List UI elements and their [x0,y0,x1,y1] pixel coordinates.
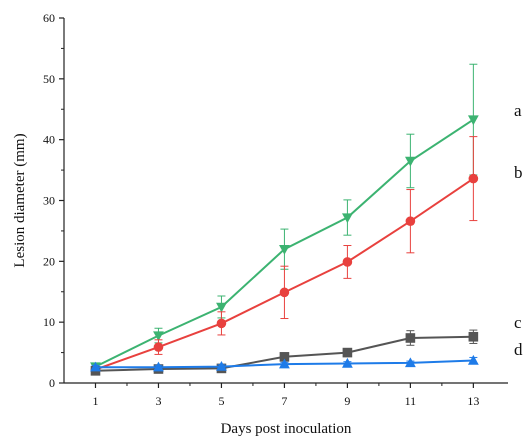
data-point [153,342,164,352]
data-point [468,173,479,184]
y-tick-label: 0 [49,376,55,390]
y-tick-label: 20 [43,254,55,268]
data-point [405,333,416,343]
data-point [279,358,290,369]
y-tick-label: 10 [43,315,55,329]
y-tick-label: 40 [43,133,55,147]
data-point [342,257,353,267]
data-point [404,156,416,167]
x-tick-label: 13 [467,394,479,408]
y-tick-label: 60 [43,11,55,25]
data-point [468,331,479,342]
data-point [216,360,227,371]
series-label-d: d [514,340,523,359]
data-point [405,216,416,226]
x-tick-label: 3 [155,394,161,408]
series-label-a: a [514,101,522,120]
y-tick-label: 50 [43,72,55,86]
x-tick-label: 1 [92,394,98,408]
y-tick-label: 30 [43,194,55,208]
data-point [90,361,101,372]
y-axis-title: Lesion diameter (mm) [12,133,28,267]
data-point [342,357,353,368]
x-tick-label: 5 [218,394,224,408]
data-point [153,361,164,372]
x-tick-label: 9 [344,394,350,408]
data-point [279,287,290,298]
x-tick-label: 7 [281,394,287,408]
series-a [90,63,479,373]
data-point [279,244,290,255]
data-point [153,331,164,342]
x-axis-title: Days post inoculation [221,421,352,437]
series-labels: a b cd [514,101,523,359]
data-point [279,352,290,362]
series-c [90,329,479,376]
series-label-b: b [514,163,523,182]
x-tick-label: 11 [405,394,417,408]
series-label-c: c [514,313,522,332]
data-point [342,347,353,358]
data-point [404,357,416,368]
data-point [216,302,227,313]
series-d [90,354,479,372]
data-point [467,354,479,365]
data-point [216,318,227,329]
series-layer [90,63,479,376]
series-b [90,136,479,375]
data-point [342,213,353,224]
data-point [467,115,479,126]
